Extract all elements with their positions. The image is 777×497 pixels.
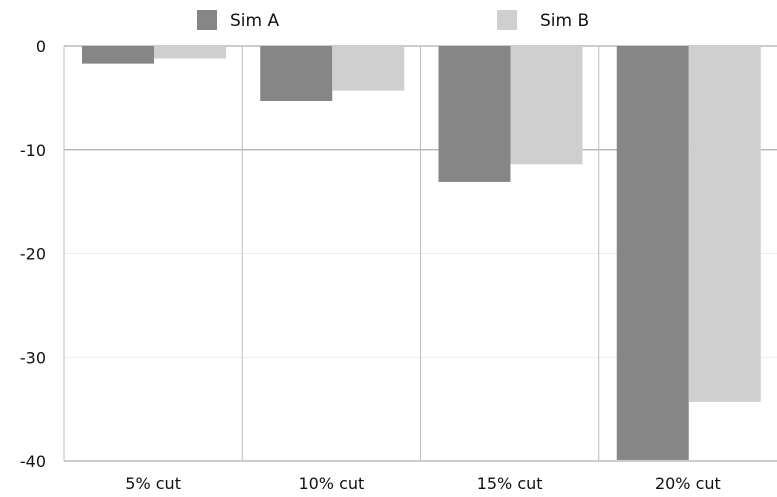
y-tick-label: -10 [20,141,46,160]
legend-swatch [197,10,217,30]
labels-layer: 0 -10 -20 -30 -40 5% cut 10% cut 15% cut 20% cut [20,37,721,493]
bar-sim-a-3 [438,46,511,182]
bars-layer [82,46,761,460]
x-tick-label: 20% cut [655,474,721,493]
y-tick-label: 0 [36,37,46,56]
bar-sim-a-4 [616,46,689,460]
legend-label: Sim A [230,11,279,31]
legend: Sim A Sim B [197,10,589,31]
legend-swatch [497,10,517,30]
bar-sim-b-1 [154,46,226,59]
bar-sim-b-3 [510,46,583,165]
x-tick-label: 10% cut [298,474,364,493]
x-tick-label: 5% cut [125,474,181,493]
bar-sim-b-2 [332,46,405,91]
grid-layer [64,45,777,462]
y-tick-label: -30 [20,348,46,367]
y-tick-label: -40 [20,452,46,471]
bar-sim-b-4 [688,46,761,402]
legend-label: Sim B [540,11,589,31]
y-tick-label: -20 [20,245,46,264]
x-tick-label: 15% cut [477,474,543,493]
legend-item-sim-a: Sim A [197,10,279,31]
bar-sim-a-1 [82,46,154,64]
bar-sim-a-2 [260,46,333,101]
legend-item-sim-b: Sim B [497,10,589,31]
